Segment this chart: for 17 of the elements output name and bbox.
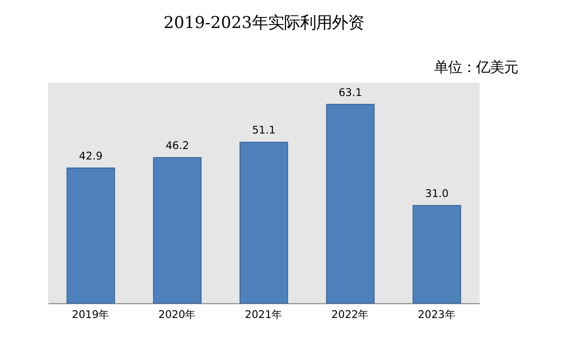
x-tick-label: 2021年 — [244, 309, 283, 322]
x-tick-label: 2023年 — [418, 309, 456, 322]
bar — [240, 142, 288, 304]
bar — [66, 168, 116, 304]
bar — [326, 104, 375, 304]
bar — [412, 205, 462, 304]
chart-subtitle: 单位：亿美元 — [434, 60, 518, 76]
data-label: 31.0 — [425, 188, 449, 200]
x-tick-label: 2020年 — [158, 309, 196, 322]
x-tick-label: 2019年 — [72, 309, 110, 322]
data-label: 46.2 — [166, 140, 190, 152]
x-tick-label: 2022年 — [331, 309, 370, 322]
bar — [153, 157, 202, 304]
data-label: 42.9 — [79, 150, 103, 162]
chart-title: 2019-2023年实际利用外资 — [164, 12, 364, 32]
data-label: 63.1 — [338, 86, 362, 99]
data-label: 51.1 — [252, 124, 276, 137]
